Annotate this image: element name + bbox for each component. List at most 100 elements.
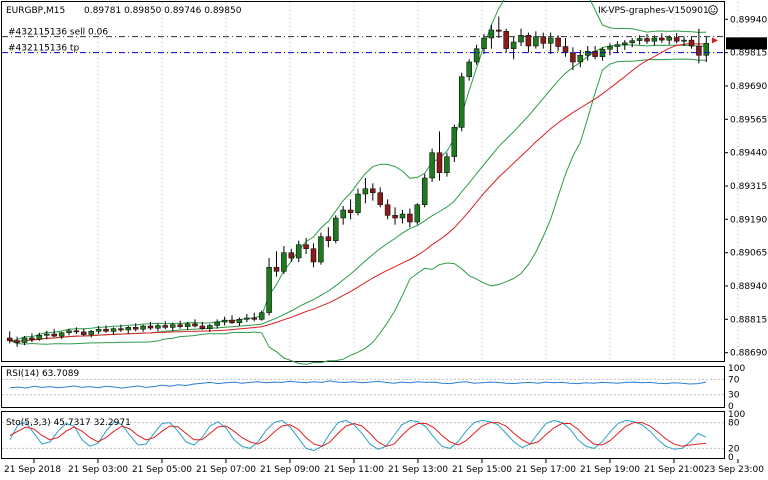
candle[interactable] <box>177 320 183 329</box>
candle[interactable] <box>295 240 302 262</box>
candle[interactable] <box>355 188 361 216</box>
candle[interactable] <box>488 24 495 49</box>
candle[interactable] <box>110 327 117 335</box>
candle[interactable] <box>6 331 13 344</box>
candle[interactable] <box>399 210 406 224</box>
candle[interactable] <box>703 36 710 62</box>
candle[interactable] <box>644 34 650 44</box>
candle[interactable] <box>88 330 94 338</box>
candle[interactable] <box>169 322 176 331</box>
candle-body <box>318 236 324 263</box>
candle[interactable] <box>236 317 243 326</box>
candle[interactable] <box>407 208 413 228</box>
candle[interactable] <box>95 326 102 334</box>
candle[interactable] <box>251 312 258 322</box>
candle[interactable] <box>273 251 280 277</box>
candle[interactable] <box>162 321 169 330</box>
candle[interactable] <box>192 319 198 328</box>
candle[interactable] <box>21 336 28 346</box>
candle[interactable] <box>310 243 317 268</box>
candle[interactable] <box>73 327 80 334</box>
candle[interactable] <box>436 131 443 181</box>
candle[interactable] <box>288 248 295 262</box>
candle[interactable] <box>525 32 532 53</box>
time-tick-label: 21 Sep 13:00 <box>388 465 448 475</box>
candle[interactable] <box>496 16 502 38</box>
candle[interactable] <box>466 59 472 81</box>
price-tick-label: 0.88940 <box>730 282 767 292</box>
candle[interactable] <box>125 326 132 334</box>
candle[interactable] <box>607 43 613 56</box>
candle[interactable] <box>266 258 272 316</box>
candle[interactable] <box>103 325 109 333</box>
candle[interactable] <box>303 238 309 254</box>
candle[interactable] <box>458 72 465 132</box>
candle[interactable] <box>155 323 161 332</box>
candle[interactable] <box>444 152 450 177</box>
candle[interactable] <box>377 187 383 208</box>
candle[interactable] <box>510 36 517 60</box>
candle[interactable] <box>44 330 50 340</box>
candle[interactable] <box>570 47 576 70</box>
candle[interactable] <box>584 46 591 61</box>
candle[interactable] <box>518 28 524 46</box>
price-tick-label: 0.89815 <box>730 49 767 59</box>
candle[interactable] <box>503 28 509 53</box>
candle[interactable] <box>622 40 628 50</box>
candle-body <box>436 152 443 173</box>
candle[interactable] <box>281 246 287 274</box>
price-tick-label: 0.88815 <box>730 315 767 325</box>
candle[interactable] <box>577 50 584 68</box>
candle[interactable] <box>207 323 213 332</box>
candle[interactable] <box>659 33 665 43</box>
candle[interactable] <box>118 324 124 332</box>
candle[interactable] <box>333 215 339 244</box>
candle-body <box>103 328 109 332</box>
candle[interactable] <box>347 199 354 220</box>
candle[interactable] <box>147 322 154 330</box>
candle[interactable] <box>629 38 635 48</box>
candle[interactable] <box>421 174 428 208</box>
candle[interactable] <box>681 36 687 46</box>
candle[interactable] <box>214 319 220 329</box>
candle[interactable] <box>473 44 480 65</box>
candle[interactable] <box>51 329 57 338</box>
candle[interactable] <box>132 323 139 332</box>
candle[interactable] <box>66 328 72 336</box>
candle[interactable] <box>244 314 250 322</box>
candle[interactable] <box>221 316 228 326</box>
candle[interactable] <box>362 178 369 204</box>
candle[interactable] <box>325 227 332 248</box>
candle[interactable] <box>429 148 435 182</box>
candle[interactable] <box>451 124 458 162</box>
candle[interactable] <box>29 333 35 342</box>
candle-body <box>303 244 309 249</box>
candle[interactable] <box>414 203 421 225</box>
candle[interactable] <box>673 33 680 44</box>
time-tick-label: 21 Sep 05:00 <box>132 465 192 475</box>
candle[interactable] <box>370 183 376 201</box>
candle[interactable] <box>592 46 598 60</box>
candle[interactable] <box>340 206 346 225</box>
candle[interactable] <box>140 324 146 332</box>
candle[interactable] <box>614 41 621 53</box>
candle[interactable] <box>258 310 265 321</box>
candle[interactable] <box>81 328 87 337</box>
candle[interactable] <box>318 232 324 265</box>
candle[interactable] <box>481 34 487 54</box>
candle[interactable] <box>184 322 191 330</box>
candle[interactable] <box>696 28 702 64</box>
candle[interactable] <box>58 331 65 339</box>
candle-body <box>547 37 554 44</box>
candle[interactable] <box>384 199 391 220</box>
candle[interactable] <box>555 35 561 52</box>
candle[interactable] <box>14 336 20 347</box>
bollinger-lower <box>9 58 707 365</box>
candle[interactable] <box>540 32 547 49</box>
candle[interactable] <box>229 315 235 324</box>
candle[interactable] <box>688 36 695 49</box>
candle[interactable] <box>36 332 43 341</box>
candle[interactable] <box>199 322 206 330</box>
candle[interactable] <box>392 207 398 225</box>
